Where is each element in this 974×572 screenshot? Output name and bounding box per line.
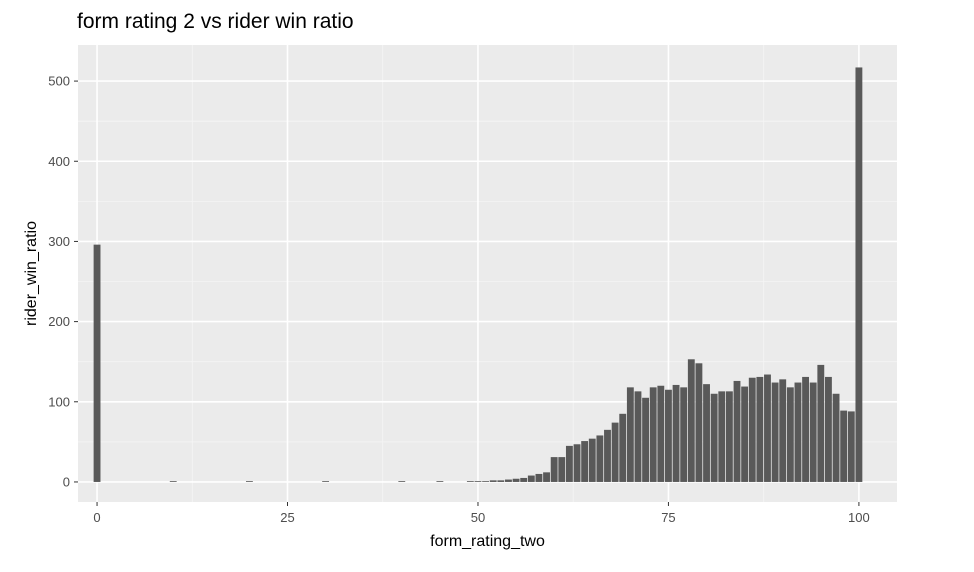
y-tick-label: 0 [63,474,70,489]
bar [535,473,543,482]
x-axis-ticks: 0 25 50 75 100 [93,502,870,525]
bar [619,413,627,482]
bar [543,472,550,482]
bar [718,391,726,482]
bar [611,422,619,482]
bar [93,244,101,482]
bar [489,480,497,482]
x-tick-label: 75 [661,510,675,525]
y-tick-label: 400 [48,154,70,169]
bar [725,391,733,482]
bar [581,441,589,482]
bar [596,435,604,482]
bar [626,387,634,482]
x-tick-label: 50 [471,510,485,525]
bar [505,479,512,482]
bar [741,386,749,482]
bar [847,411,855,482]
minor-gridlines [78,45,897,502]
bar [657,385,665,482]
bar [588,438,596,482]
bar [245,481,253,482]
bar [832,393,840,482]
bar [604,429,611,482]
bar [169,481,177,482]
bar [748,377,756,482]
bar [703,384,710,482]
bar [649,387,657,482]
y-tick-label: 200 [48,314,70,329]
bar [398,481,406,482]
bar [665,389,672,482]
y-tick-label: 500 [48,74,70,89]
bar [756,376,764,482]
x-tick-label: 0 [93,510,100,525]
bar [825,376,832,482]
bar [794,382,802,482]
bar [550,457,558,482]
bar [466,481,474,482]
bar [482,481,490,482]
y-tick-label: 300 [48,234,70,249]
bar [771,382,779,482]
bar [642,397,650,482]
bar [558,457,566,482]
y-axis-title: rider_win_ratio [23,221,40,326]
y-tick-label: 100 [48,394,70,409]
bar [695,363,703,482]
bar [809,382,817,482]
bar [512,478,520,482]
bar [840,410,848,482]
bar [710,393,718,482]
bar [764,374,771,482]
bar [322,481,330,482]
bars-group [93,67,863,482]
bar [786,387,794,482]
x-tick-label: 100 [848,510,870,525]
x-tick-label: 25 [280,510,294,525]
bar [474,481,482,482]
bar [520,477,528,482]
bar [680,387,688,482]
bar [672,384,680,482]
bar [497,480,505,482]
x-axis-title: form_rating_two [430,533,545,550]
bar [436,481,444,482]
bar [817,364,825,482]
bar [733,380,741,482]
bar [855,67,863,482]
bar [802,376,810,482]
bar [573,444,581,482]
bar [634,391,642,482]
bar [565,445,573,482]
bar [687,359,695,482]
bar [527,475,535,482]
bar [779,379,787,482]
y-axis-ticks: 0 100 200 300 400 500 [48,74,78,489]
chart-title: form rating 2 vs rider win ratio [77,10,354,33]
